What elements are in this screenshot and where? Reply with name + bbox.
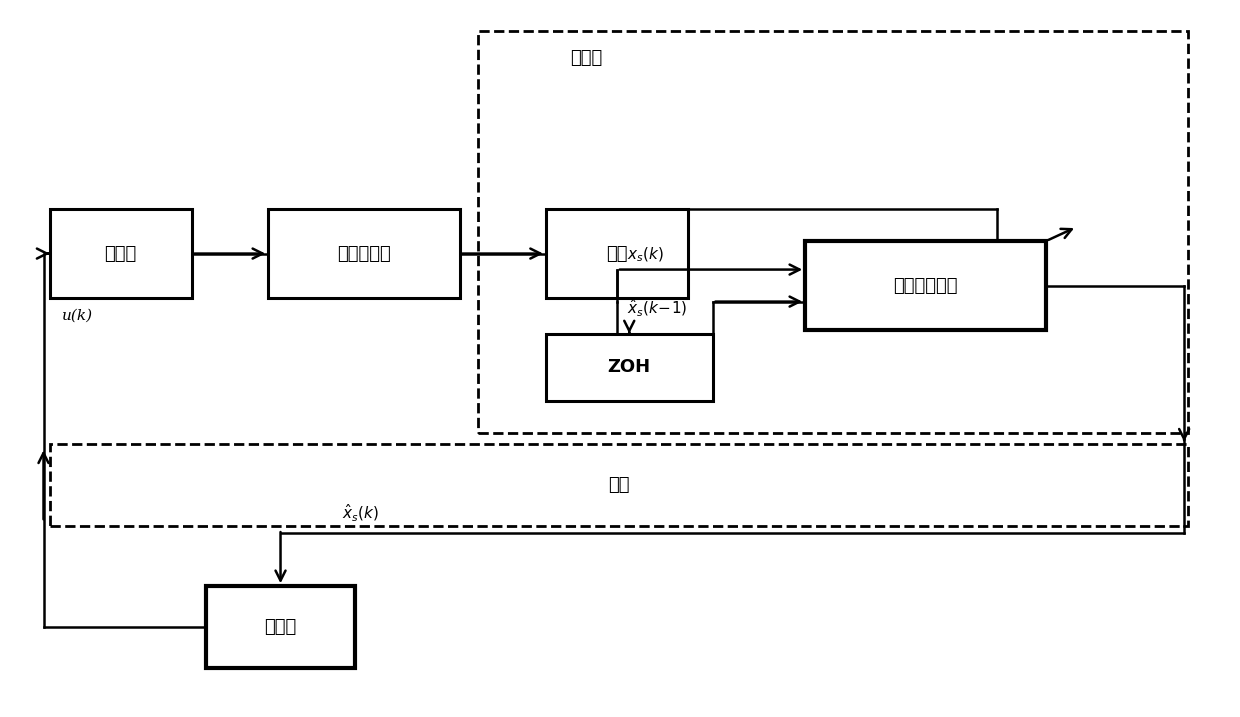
Text: 事件触发机制: 事件触发机制 xyxy=(893,277,957,295)
Text: 非线性对象: 非线性对象 xyxy=(337,244,391,262)
Bar xyxy=(546,209,688,298)
Text: $\hat{x}_s(k\!-\!1)$: $\hat{x}_s(k\!-\!1)$ xyxy=(626,298,687,319)
Bar xyxy=(50,444,1188,526)
Bar xyxy=(805,241,1045,330)
Text: $\hat{x}_s(k)$: $\hat{x}_s(k)$ xyxy=(342,503,379,524)
Bar xyxy=(268,209,460,298)
Text: 采样: 采样 xyxy=(606,244,627,262)
Text: u(k): u(k) xyxy=(62,309,93,323)
Text: 传感器: 传感器 xyxy=(570,49,603,67)
Text: 控制器: 控制器 xyxy=(264,618,296,636)
Bar xyxy=(546,333,713,402)
Text: 网络: 网络 xyxy=(608,476,630,494)
Text: $x_s(k)$: $x_s(k)$ xyxy=(626,245,663,264)
Text: ZOH: ZOH xyxy=(608,358,651,376)
Bar xyxy=(479,32,1188,433)
Text: 执行器: 执行器 xyxy=(104,244,136,262)
Bar xyxy=(207,587,355,668)
Bar xyxy=(50,209,192,298)
